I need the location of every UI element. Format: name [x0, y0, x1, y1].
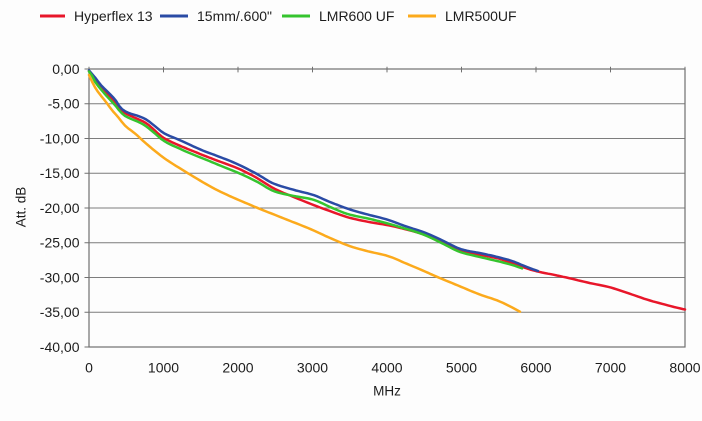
svg-text:1000: 1000: [148, 360, 179, 376]
svg-text:5000: 5000: [446, 360, 477, 376]
svg-text:3000: 3000: [297, 360, 328, 376]
svg-text:Att. dB: Att. dB: [14, 187, 29, 228]
svg-text:2000: 2000: [222, 360, 253, 376]
svg-text:-25,00: -25,00: [40, 235, 80, 251]
svg-text:LMR500UF: LMR500UF: [445, 8, 517, 24]
svg-text:15mm/.600": 15mm/.600": [197, 8, 272, 24]
svg-text:-40,00: -40,00: [40, 339, 80, 355]
svg-text:0: 0: [85, 360, 93, 376]
svg-text:-30,00: -30,00: [40, 269, 80, 285]
svg-text:6000: 6000: [520, 360, 551, 376]
svg-text:8000: 8000: [669, 360, 700, 376]
svg-text:-5,00: -5,00: [48, 96, 80, 112]
svg-text:-35,00: -35,00: [40, 304, 80, 320]
svg-text:4000: 4000: [371, 360, 402, 376]
svg-text:Hyperflex 13: Hyperflex 13: [74, 8, 153, 24]
svg-text:-20,00: -20,00: [40, 200, 80, 216]
svg-text:0,00: 0,00: [52, 61, 79, 77]
svg-text:-10,00: -10,00: [40, 130, 80, 146]
svg-text:MHz: MHz: [373, 384, 401, 399]
svg-text:7000: 7000: [595, 360, 626, 376]
svg-text:LMR600 UF: LMR600 UF: [319, 8, 394, 24]
svg-text:-15,00: -15,00: [40, 165, 80, 181]
